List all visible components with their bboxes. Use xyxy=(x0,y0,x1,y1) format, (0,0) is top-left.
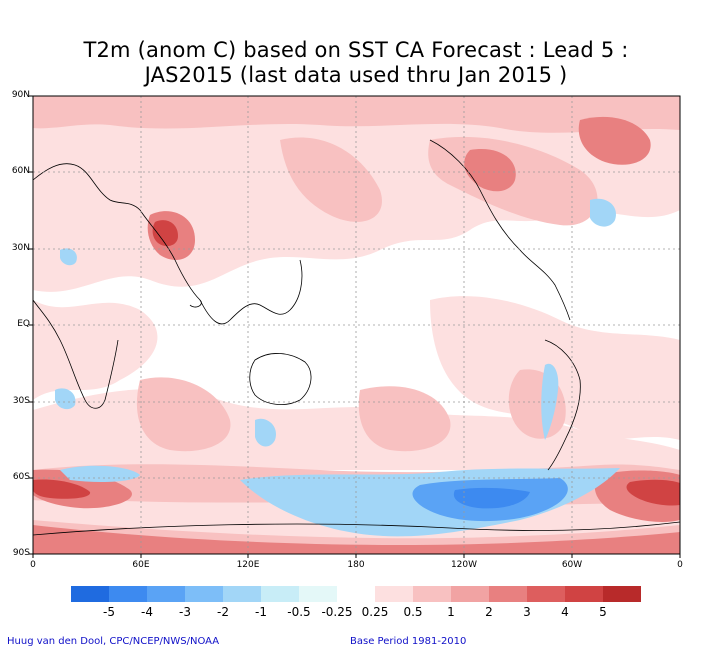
anomaly-region xyxy=(136,377,231,452)
coastlines xyxy=(33,139,680,536)
lon-label-60w: 60W xyxy=(561,560,583,570)
colorbar-cell xyxy=(261,586,299,602)
lat-label-90n: 90N xyxy=(11,90,30,100)
colorbar-label: -5 xyxy=(103,605,115,619)
colorbar-label: 1 xyxy=(447,605,455,619)
colorbar-label: -1 xyxy=(255,605,267,619)
anomaly-region xyxy=(33,525,680,554)
colorbar-label: 0.25 xyxy=(361,605,389,619)
anomaly-region xyxy=(280,137,382,222)
chart-title-line-1: T2m (anom C) based on SST CA Forecast : … xyxy=(83,38,629,62)
map-frame xyxy=(32,95,681,555)
colorbar-cell xyxy=(109,586,147,602)
lat-label-60s: 60S xyxy=(12,472,30,482)
anomaly-region xyxy=(33,479,91,499)
colorbar-cell xyxy=(375,586,413,602)
colorbar-label: -2 xyxy=(217,605,229,619)
colorbar-label: 5 xyxy=(599,605,607,619)
colorbar-label: -4 xyxy=(141,605,153,619)
anomaly-field xyxy=(33,96,680,554)
lon-label-120e: 120E xyxy=(236,560,260,570)
lon-label-60e: 60E xyxy=(132,560,150,570)
lon-label-180: 180 xyxy=(347,560,365,570)
anomaly-region xyxy=(464,149,516,192)
lon-label-0-right: 0 xyxy=(677,560,683,570)
anomaly-region xyxy=(55,388,76,410)
lat-label-30s: 30S xyxy=(12,396,30,406)
lon-label-120w: 120W xyxy=(450,560,478,570)
anomaly-region xyxy=(453,487,530,509)
colorbar-label: 3 xyxy=(523,605,531,619)
lat-label-90s: 90S xyxy=(12,548,30,558)
anomaly-region xyxy=(578,116,651,165)
anomaly-region xyxy=(626,479,680,506)
colorbar-label: -0.5 xyxy=(287,605,311,619)
gridlines xyxy=(33,96,680,554)
lon-label-0-left: 0 xyxy=(30,560,36,570)
anomaly-region xyxy=(60,248,77,266)
anomaly-region xyxy=(33,96,680,133)
colorbar-cell xyxy=(413,586,451,602)
lat-label-60n: 60N xyxy=(11,166,30,176)
colorbar-label: -0.25 xyxy=(321,605,353,619)
lat-label-eq: EQ xyxy=(17,319,30,329)
colorbar-cell xyxy=(223,586,261,602)
axis-ticks xyxy=(29,95,681,558)
lat-label-30n: 30N xyxy=(11,243,30,253)
colorbar-label: -3 xyxy=(179,605,191,619)
colorbar-cell xyxy=(337,586,375,602)
anomaly-region xyxy=(590,198,616,227)
colorbar-cell xyxy=(147,586,185,602)
colorbar-label: 0.5 xyxy=(403,605,423,619)
colorbar-cell xyxy=(489,586,527,602)
author-credit: Huug van den Dool, CPC/NCEP/NWS/NOAA xyxy=(7,636,220,647)
colorbar xyxy=(71,586,641,602)
chart-title-line-2: JAS2015 (last data used thru Jan 2015 ) xyxy=(144,63,568,87)
base-period-note: Base Period 1981-2010 xyxy=(350,636,467,647)
anomaly-region xyxy=(152,220,178,247)
colorbar-cell xyxy=(527,586,565,602)
colorbar-cell xyxy=(565,586,603,602)
colorbar-cell xyxy=(451,586,489,602)
anomaly-region xyxy=(358,386,451,452)
colorbar-label: 2 xyxy=(485,605,493,619)
colorbar-cell xyxy=(185,586,223,602)
colorbar-cell xyxy=(603,586,641,602)
anomaly-region xyxy=(255,418,276,447)
anomaly-region xyxy=(430,296,680,440)
colorbar-cell xyxy=(299,586,337,602)
colorbar-label: 4 xyxy=(561,605,569,619)
colorbar-cell xyxy=(71,586,109,602)
